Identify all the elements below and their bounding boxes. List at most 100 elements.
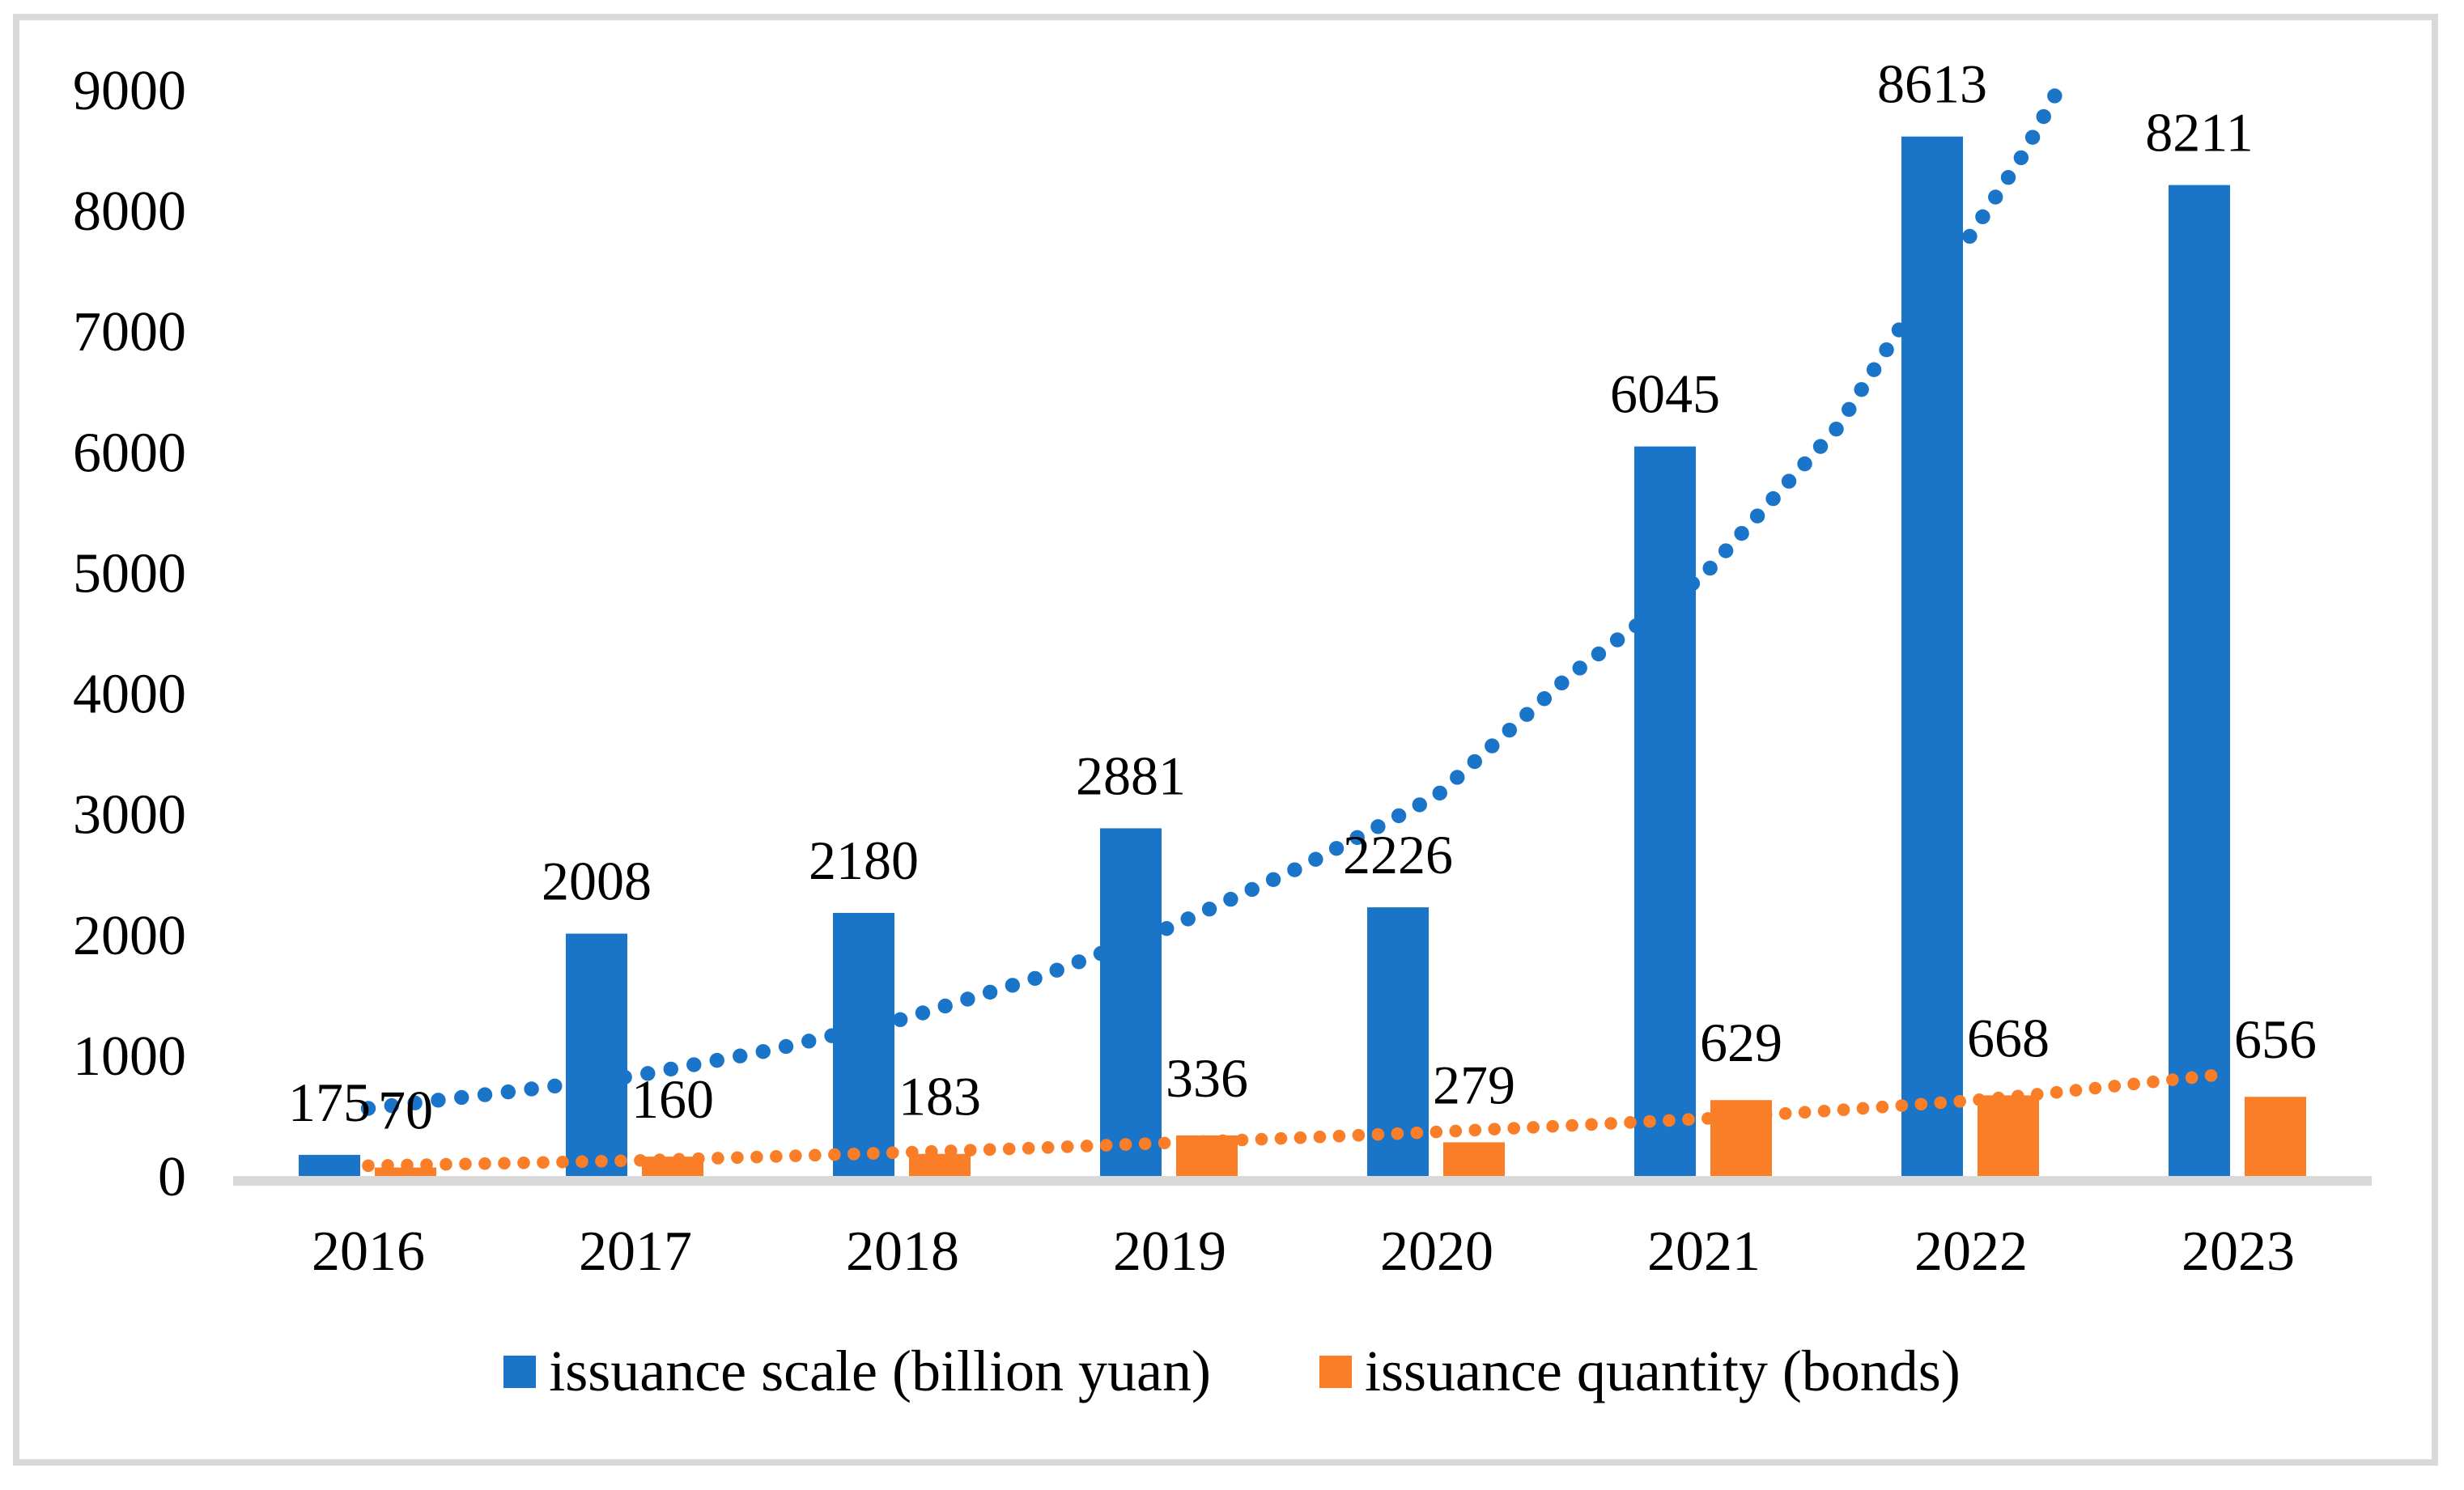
trendline-dot-quantity xyxy=(692,1152,705,1165)
trendline-dot-quantity xyxy=(381,1159,394,1172)
trendline-dot-scale xyxy=(892,1012,908,1028)
trendline-dot-quantity xyxy=(595,1154,608,1168)
trendline-dot-quantity xyxy=(731,1151,744,1165)
trendline-dot-quantity xyxy=(886,1146,899,1160)
trendline-dot-scale xyxy=(1005,978,1021,993)
trendline-dot-quantity xyxy=(1895,1099,1909,1112)
trendline-dot-scale xyxy=(1412,797,1427,813)
trendline-dot-quantity xyxy=(867,1147,880,1160)
trendline-dot-scale xyxy=(1554,675,1570,691)
trendline-dot-quantity xyxy=(1391,1127,1404,1140)
trendline-dot-quantity xyxy=(828,1148,841,1161)
legend-swatch-issuance-quantity-icon xyxy=(1319,1355,1352,1388)
trendline-dot-scale xyxy=(593,1072,610,1088)
trendline-dot-quantity xyxy=(1022,1141,1035,1155)
trendline-dot-scale xyxy=(1432,785,1447,801)
trendline-dot-quantity xyxy=(401,1158,414,1172)
trendline-dot-scale xyxy=(407,1095,423,1110)
bar-quantity-2023 xyxy=(2245,1097,2306,1176)
trendline-dot-quantity xyxy=(478,1157,491,1170)
y-axis-tick-label: 7000 xyxy=(73,301,186,363)
x-axis-year-label: 2021 xyxy=(1647,1220,1761,1283)
trendline-dot-quantity xyxy=(1352,1128,1366,1142)
trendline-dot-scale xyxy=(570,1076,586,1091)
trendline-dot-scale xyxy=(640,1066,656,1081)
trendline-dot-quantity xyxy=(750,1150,763,1164)
trendline-dot-scale xyxy=(1734,525,1749,541)
trendline-dot-quantity xyxy=(576,1155,588,1169)
trendline-dot-quantity xyxy=(1274,1131,1288,1145)
trendline-dot-scale xyxy=(1812,439,1829,454)
chart-border-frame xyxy=(13,14,2438,1466)
data-label-scale-2021: 6045 xyxy=(1610,363,1720,425)
trendline-dot-scale xyxy=(1349,830,1365,846)
trendline-dot-scale xyxy=(1591,646,1607,662)
trendline-dot-quantity xyxy=(789,1149,802,1162)
trendline-dot-scale xyxy=(1684,575,1701,592)
trendline-dot-quantity xyxy=(1856,1102,1870,1115)
trendline-dot-quantity xyxy=(1701,1112,1714,1125)
trendline-dot-quantity xyxy=(905,1145,919,1159)
trendline-dot-quantity xyxy=(1313,1130,1327,1144)
trendline-dot-scale xyxy=(360,1101,376,1116)
bar-scale-2016 xyxy=(299,1154,360,1176)
trendline-dot-quantity xyxy=(1624,1116,1637,1129)
trendline-dot-scale xyxy=(1308,851,1323,867)
x-axis-year-label: 2022 xyxy=(1914,1220,2028,1283)
trendline-dot-quantity xyxy=(1585,1118,1598,1131)
trendline-dot-scale xyxy=(1718,543,1734,558)
trendline-dot-scale xyxy=(2024,129,2041,145)
trendline-dot-quantity xyxy=(1041,1141,1055,1154)
bar-scale-2018 xyxy=(833,912,894,1176)
trendline-dot-quantity xyxy=(1216,1134,1230,1148)
trendline-dot-quantity xyxy=(1740,1110,1753,1123)
trendline-dot-quantity xyxy=(362,1159,375,1173)
bar-scale-2021 xyxy=(1634,446,1696,1176)
data-label-quantity-2022: 668 xyxy=(1967,1007,2050,1068)
trendline-dot-scale xyxy=(1115,937,1131,953)
trendline-dot-scale xyxy=(547,1078,563,1094)
trendline-dot-quantity xyxy=(1527,1121,1540,1134)
chart-legend: issuance scale (billion yuan) issuance q… xyxy=(0,1339,2464,1403)
trendline-dot-quantity xyxy=(1099,1139,1113,1152)
trendline-dot-quantity xyxy=(1565,1119,1578,1132)
trendline-dot-quantity xyxy=(924,1144,938,1158)
trendline-dot-quantity xyxy=(2127,1077,2140,1091)
trendline-dot-quantity xyxy=(614,1154,627,1168)
bar-scale-2019 xyxy=(1100,828,1162,1176)
trendline-dot-scale xyxy=(937,998,953,1014)
trendline-dot-quantity xyxy=(2050,1085,2063,1099)
data-label-scale-2016: 175 xyxy=(288,1072,371,1133)
trendline-dot-quantity xyxy=(2185,1071,2198,1085)
trendline-dot-scale xyxy=(869,1017,886,1033)
bar-quantity-2016 xyxy=(375,1167,436,1176)
trendline-dot-scale xyxy=(1159,921,1175,936)
trendline-dot-quantity xyxy=(1468,1123,1482,1137)
trendline-dot-scale xyxy=(1919,284,1935,300)
trendline-dot-scale xyxy=(982,984,998,1000)
trendline-dot-quantity xyxy=(2147,1075,2160,1089)
trendline-dot-quantity xyxy=(1158,1136,1171,1150)
trendline-dot-scale xyxy=(1370,819,1386,834)
data-label-scale-2017: 2008 xyxy=(542,851,652,912)
trendline-dot-scale xyxy=(1905,303,1920,319)
trendline-dot-quantity xyxy=(1138,1137,1152,1150)
trendline-dot-quantity xyxy=(944,1144,958,1157)
trendline-dot-quantity xyxy=(1934,1096,1948,1110)
trendline-dot-scale xyxy=(1049,962,1064,978)
trendline-dot-quantity xyxy=(1973,1093,1986,1106)
trendline-dot-quantity xyxy=(2088,1081,2102,1095)
trendline-dot-quantity xyxy=(712,1152,724,1165)
trendline-dot-scale xyxy=(960,991,975,1007)
data-label-quantity-2017: 160 xyxy=(631,1068,714,1130)
trendline-dot-scale xyxy=(1975,209,1990,225)
trendline-dot-scale xyxy=(1781,473,1797,489)
trendline-dot-scale xyxy=(1244,881,1260,898)
trendline-dot-scale xyxy=(1609,632,1625,647)
trendline-dot-scale xyxy=(801,1034,817,1049)
trendline-dot-quantity xyxy=(1876,1100,1889,1114)
trendline-dot-quantity xyxy=(1177,1136,1191,1149)
trendline-dot-scale xyxy=(847,1022,862,1038)
data-label-quantity-2019: 336 xyxy=(1166,1047,1248,1109)
trendline-dot-quantity xyxy=(1721,1110,1734,1124)
